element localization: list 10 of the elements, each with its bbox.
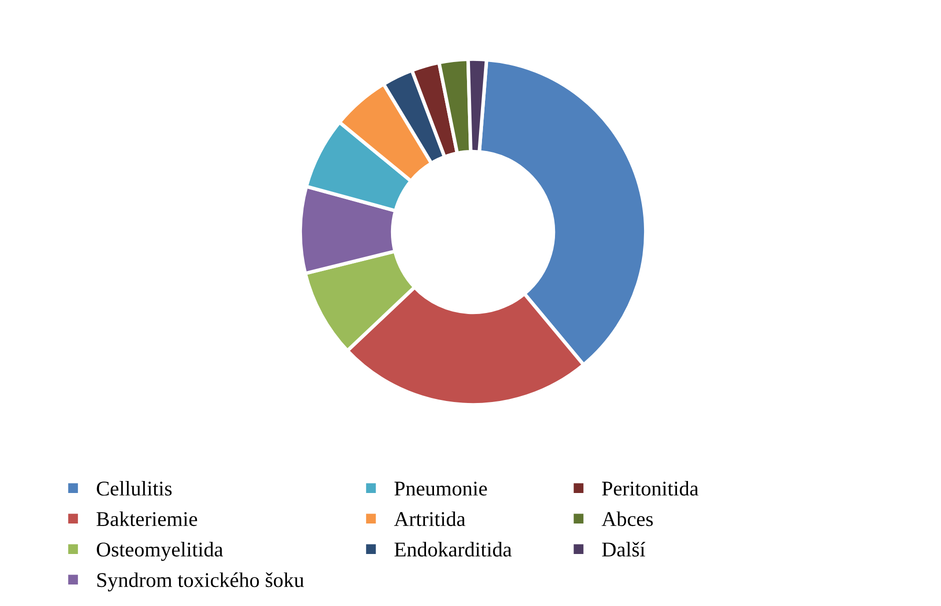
- legend-label: Abces: [602, 511, 653, 526]
- legend-label: Syndrom toxického šoku: [97, 572, 304, 592]
- legend-label: Další: [602, 542, 646, 557]
- legend-label: Cellulitis: [96, 480, 172, 496]
- legend-label: Peritonitida: [602, 480, 698, 496]
- legend-label: Endokarditida: [394, 542, 512, 557]
- legend-label: Bakteriemie: [96, 511, 198, 526]
- legend-label: Pneumonie: [394, 482, 487, 496]
- legend-label: Artritida: [394, 511, 466, 526]
- legend-label: Osteomyelitida: [96, 542, 223, 561]
